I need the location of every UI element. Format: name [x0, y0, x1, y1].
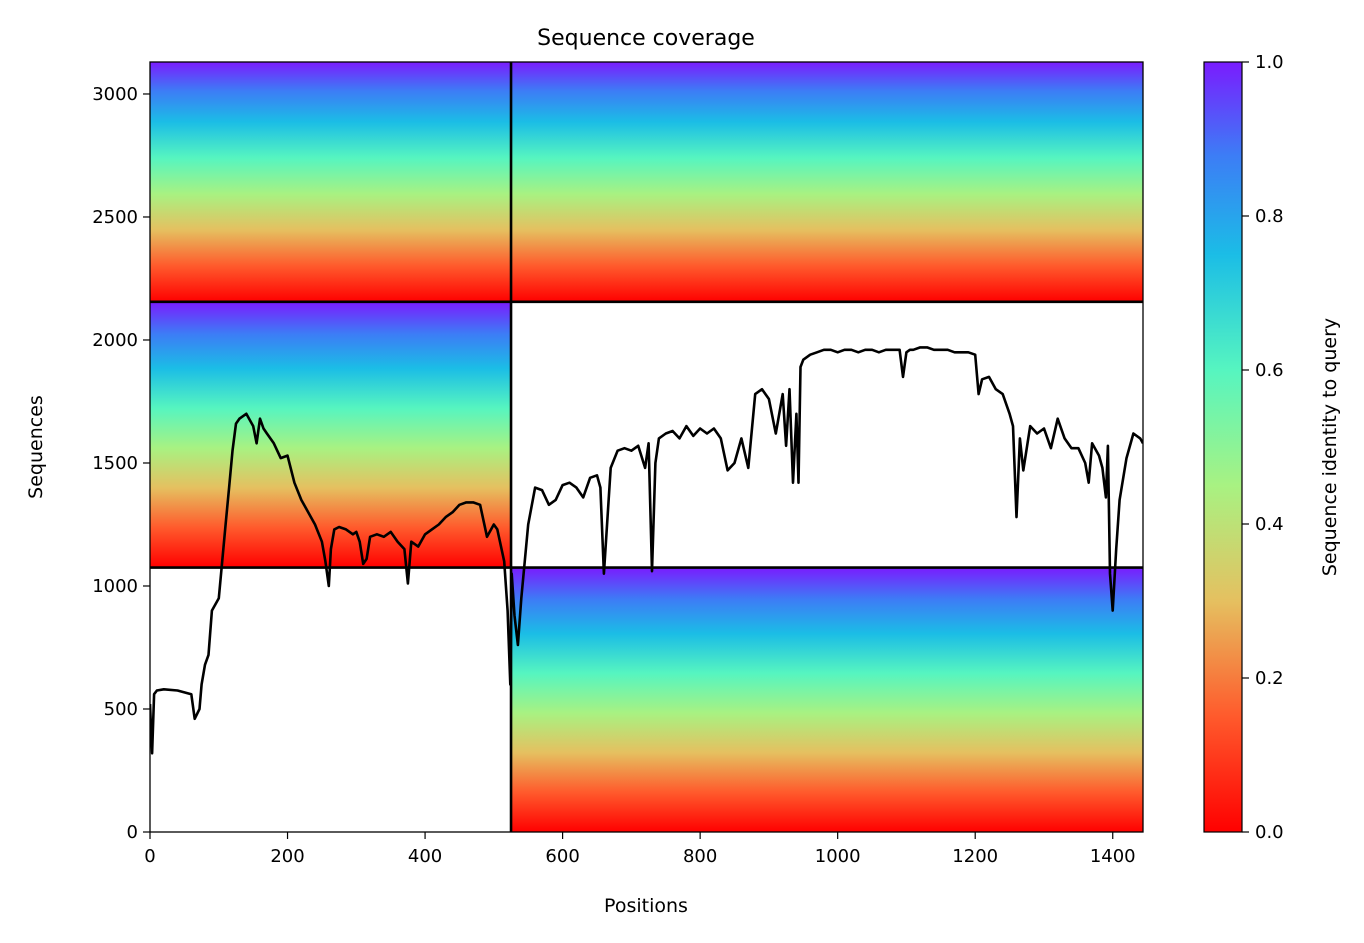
x-tick-label: 0	[144, 846, 155, 867]
y-tick-label: 0	[127, 822, 138, 843]
colorbar-label: Sequence identity to query	[1319, 318, 1341, 576]
y-tick-label: 3000	[92, 84, 138, 105]
coverage-block-1	[150, 62, 512, 302]
colorbar-tick-label: 1.0	[1255, 52, 1284, 73]
y-axis: 0 500 1000 1500 2000 2500 3000	[92, 84, 150, 843]
coverage-block-2	[511, 62, 1143, 302]
colorbar-tick-label: 0.0	[1255, 822, 1284, 843]
y-tick-label: 1000	[92, 576, 138, 597]
colorbar-tick-label: 0.2	[1255, 668, 1284, 689]
coverage-line	[150, 346, 1143, 755]
coverage-block-4	[511, 567, 1143, 832]
y-tick-label: 500	[104, 699, 138, 720]
coverage-block-3	[150, 301, 512, 568]
x-tick-label: 800	[683, 846, 717, 867]
block-boundaries	[150, 62, 1143, 832]
colorbar-tick-label: 0.6	[1255, 360, 1284, 381]
plot-area	[150, 62, 1143, 832]
x-tick-label: 200	[270, 846, 304, 867]
coverage-blocks	[150, 62, 1143, 832]
y-axis-label: Sequences	[25, 395, 47, 499]
y-tick-label: 2000	[92, 330, 138, 351]
colorbar-tick-label: 0.8	[1255, 206, 1284, 227]
x-tick-label: 400	[408, 846, 442, 867]
colorbar-ticks: 0.0 0.2 0.4 0.6 0.8 1.0	[1242, 52, 1284, 843]
chart-title: Sequence coverage	[537, 26, 755, 51]
x-tick-label: 1400	[1090, 846, 1136, 867]
x-axis-label: Positions	[604, 895, 688, 917]
plot-frame	[149, 61, 1144, 833]
x-tick-label: 1200	[952, 846, 998, 867]
colorbar-tick-label: 0.4	[1255, 514, 1284, 535]
y-tick-label: 1500	[92, 453, 138, 474]
colorbar	[1203, 61, 1243, 833]
x-tick-label: 600	[545, 846, 579, 867]
x-axis: 0 200 400 600 800 1000 1200 1400	[144, 832, 1136, 867]
x-tick-label: 1000	[815, 846, 861, 867]
y-tick-label: 2500	[92, 207, 138, 228]
